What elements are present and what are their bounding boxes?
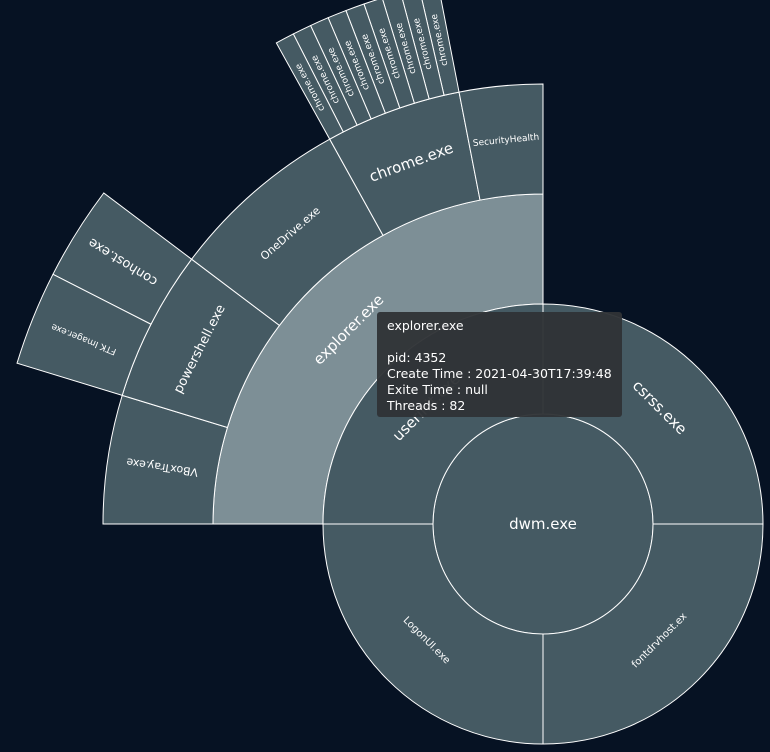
segment-chrome-exe[interactable] [382,0,430,104]
process-tooltip: explorer.exe pid: 4352 Create Time : 202… [377,312,622,417]
segment-chrome-exe[interactable] [419,0,460,96]
segment-dwm-exe[interactable] [432,413,654,635]
segment-logonui-exe[interactable] [322,523,544,745]
tooltip-pid: pid: 4352 [387,350,447,365]
segment-fontdrvhost-ex[interactable] [542,523,764,745]
tooltip-exit-time: Exite Time : null [387,382,488,397]
segment-chrome-exe[interactable] [275,33,344,140]
segment-ftk-imager-exe[interactable] [16,273,152,396]
tooltip-create-time: Create Time : 2021-04-30T17:39:48 [387,366,612,381]
segment-chrome-exe[interactable] [401,0,445,100]
tooltip-threads: Threads : 82 [387,398,466,413]
tooltip-title: explorer.exe [387,318,464,333]
segment-vboxtray-exe[interactable] [102,394,229,525]
